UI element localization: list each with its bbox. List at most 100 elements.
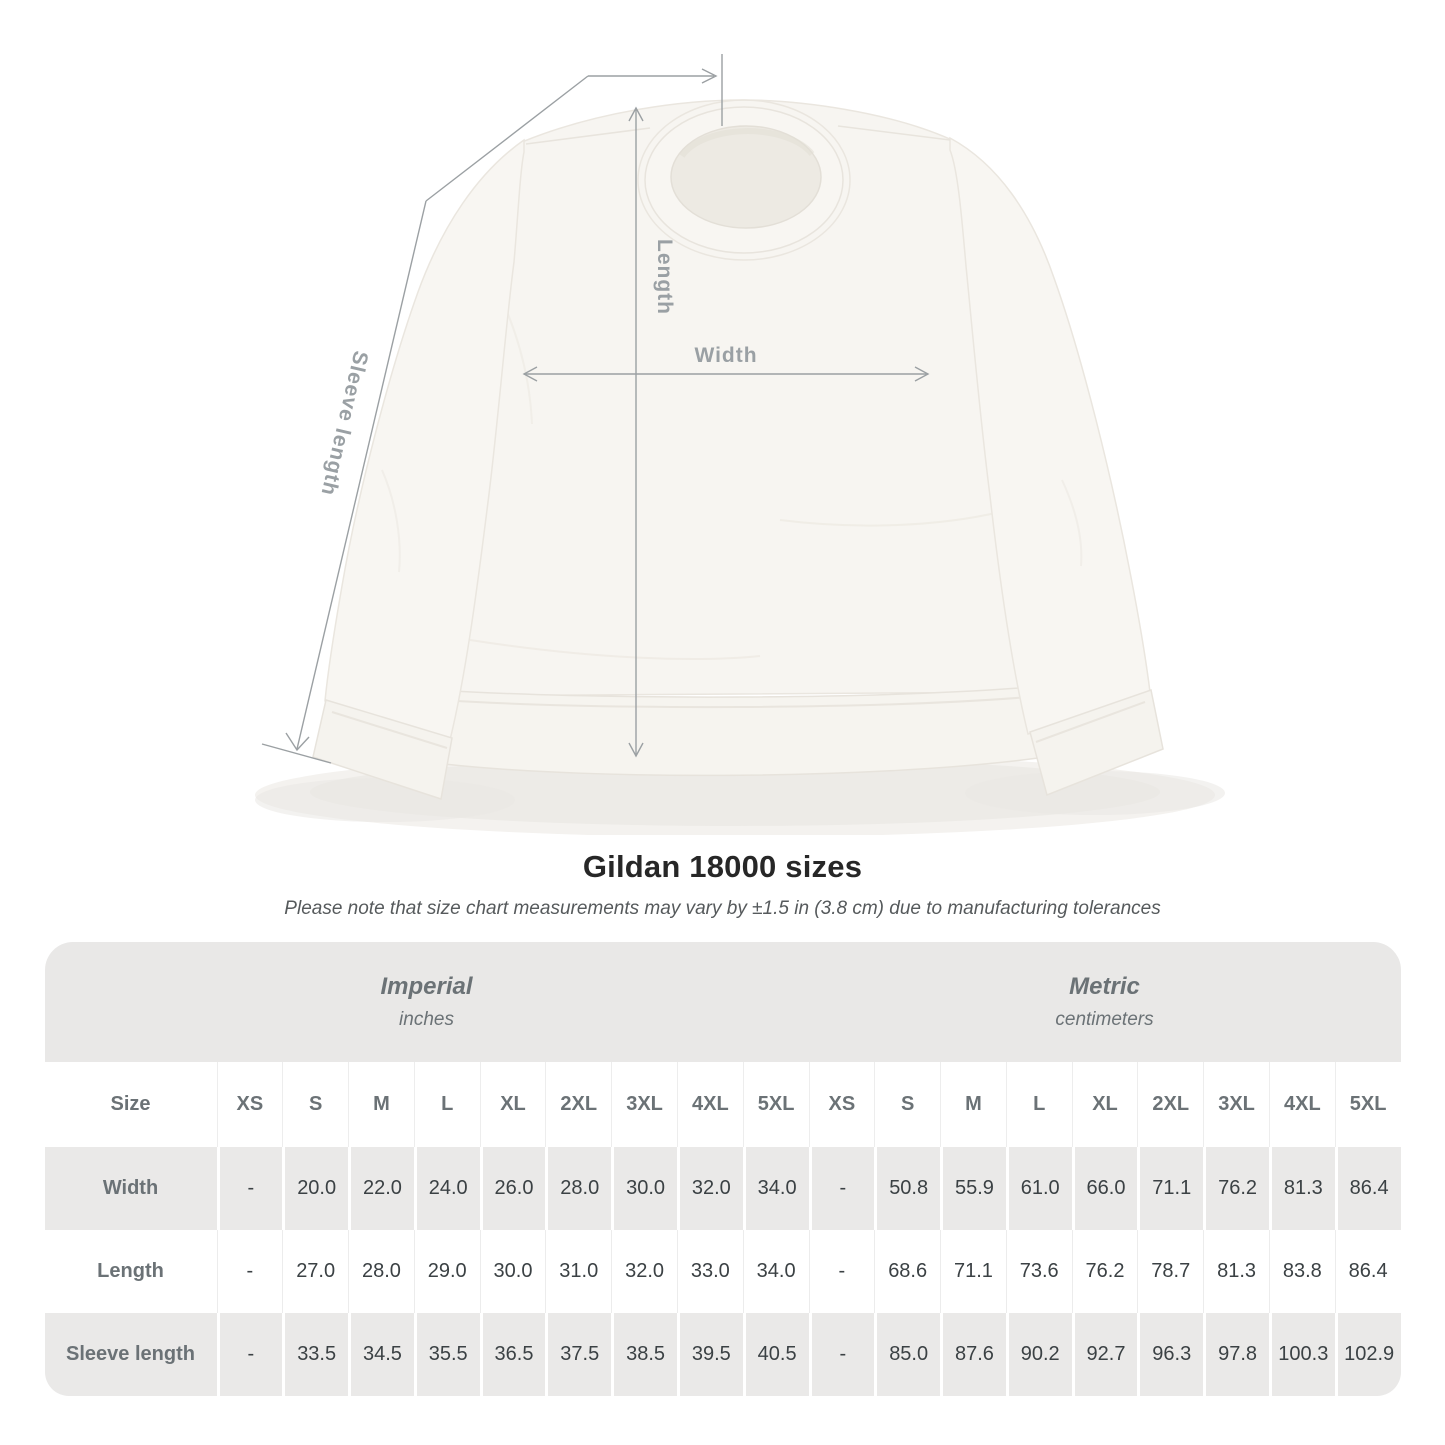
measurement-value-cell: 100.3 [1268,1313,1335,1396]
size-column-header: 5XL [1334,1062,1401,1147]
table-row: Length -27.0 28.0 29.0 30.0 31.0 32.0 33.0 34.0-… [44,1230,1401,1313]
measurement-value-cell: - [216,1147,283,1230]
down-arrowhead-icon [285,732,310,752]
measurement-lines [261,54,930,764]
measurement-value-cell: 24.0 [413,1147,480,1230]
right-arrowhead-icon [914,366,930,382]
size-column-header: M [940,1062,1006,1147]
metric-title: Metric [1069,973,1140,1000]
measurement-value-cell: 38.5 [611,1313,677,1396]
left-cuff [312,699,453,800]
size-column-header: 5XL [742,1062,809,1147]
measurement-value-cell: 29.0 [413,1230,480,1313]
measurement-value-cell: 81.3 [1268,1147,1335,1230]
hem-band [435,685,1045,777]
left-arrowhead-icon [522,366,538,382]
measurement-value-cell: 76.2 [1071,1230,1138,1313]
size-column-header: S [282,1062,348,1147]
measurement-value-cell: 34.0 [742,1147,809,1230]
measurement-value-cell: 34.5 [348,1313,414,1396]
measurement-value-cell: 86.4 [1334,1147,1401,1230]
table-header-band: Imperial inches Metric centimeters [44,942,1401,1062]
crew-collar [525,99,951,261]
measurement-value-cell: 30.0 [479,1230,546,1313]
measurement-value-cell: 20.0 [282,1147,349,1230]
measurement-value-cell: 39.5 [676,1313,743,1396]
measurement-value-cell: 31.0 [545,1230,612,1313]
measurement-value-cell: 28.0 [545,1147,612,1230]
left-sleeve [312,138,525,800]
measurement-value-cell: 22.0 [348,1147,414,1230]
sleeve-length-line [261,200,427,764]
measurement-value-cell: 71.1 [940,1230,1006,1313]
sweatshirt-diagram: Width Length Sleeve length [255,54,1225,835]
size-column-header: XL [1071,1062,1138,1147]
metric-header: Metric centimeters [809,942,1401,1062]
measurement-value-cell: 37.5 [545,1313,612,1396]
size-column-header: S [874,1062,940,1147]
measurement-value-cell: - [216,1230,283,1313]
row-label: Width [44,1147,217,1230]
measurement-value-cell: 33.5 [282,1313,349,1396]
measurement-value-cell: - [216,1313,283,1396]
size-header-row: Size XS S M L XL 2XL 3XL 4XL 5XL XS S M L XL 2XL 3XL 4XL… [44,1062,1401,1147]
row-label: Length [44,1230,217,1313]
length-line [628,106,644,758]
imperial-header: Imperial inches [45,942,809,1062]
sleeve-length-dimension-label: Sleeve length [316,349,372,499]
measurement-value-cell: - [808,1147,875,1230]
measurement-value-cell: 36.5 [479,1313,546,1396]
imperial-unit: inches [399,1009,454,1030]
measurement-value-cell: 30.0 [611,1147,677,1230]
page-title: Gildan 18000 sizes [582,849,863,884]
measurement-value-cell: 55.9 [940,1147,1006,1230]
product-measurement-figure: Width Length Sleeve length [255,54,1225,835]
measurement-value-cell: 96.3 [1137,1313,1204,1396]
measurement-value-cell: 68.6 [874,1230,941,1313]
length-dimension-label: Length [653,239,676,315]
right-sleeve [949,136,1164,797]
measurement-value-cell: 71.1 [1137,1147,1204,1230]
measurement-value-cell: 92.7 [1071,1313,1138,1396]
table-row: Sleeve length -33.5 34.5 35.5 36.5 37.5 38.5 39… [44,1313,1401,1396]
diagonal-reference-line [425,75,589,202]
measurement-value-cell: 28.0 [348,1230,414,1313]
measurement-value-cell: 26.0 [479,1147,546,1230]
right-arrowhead-icon [701,68,718,84]
right-cuff [1029,689,1164,797]
imperial-title: Imperial [380,973,473,1000]
measurement-value-cell: 81.3 [1203,1230,1269,1313]
measurement-value-cell: 97.8 [1203,1313,1269,1396]
measurement-value-cell: 76.2 [1203,1147,1269,1230]
size-column-header: L [413,1062,480,1147]
size-column-header: L [1005,1062,1072,1147]
width-line [522,366,930,382]
up-arrowhead-icon [628,106,644,122]
size-column-header: XS [808,1062,875,1147]
measurement-value-cell: 32.0 [676,1147,743,1230]
size-column-header: M [348,1062,414,1147]
width-dimension-label: Width [694,344,757,367]
size-column-header: 3XL [611,1062,677,1147]
measurement-value-cell: 85.0 [874,1313,941,1396]
measurement-value-cell: 86.4 [1334,1230,1401,1313]
table-row: Width -20.0 22.0 24.0 26.0 28.0 30.0 32.0 34.0-5… [44,1147,1401,1230]
measurement-value-cell: 90.2 [1005,1313,1072,1396]
measurement-value-cell: 87.6 [940,1313,1006,1396]
measurement-value-cell: 50.8 [874,1147,941,1230]
row-label: Sleeve length [44,1313,217,1396]
measurement-value-cell: 32.0 [611,1230,677,1313]
sleeve-end-tick [261,743,332,764]
size-column-header: 2XL [545,1062,611,1147]
sweatshirt-body [431,99,1049,777]
measurement-value-cell: - [808,1313,875,1396]
size-chart-table: Imperial inches Metric centimeters Size … [44,942,1401,1396]
shoulder-reference-line [425,54,723,202]
measurement-value-cell: 33.0 [676,1230,743,1313]
measurement-value-cell: 83.8 [1268,1230,1335,1313]
measurement-value-cell: 34.0 [742,1230,809,1313]
measurement-value-cell: 102.9 [1334,1313,1401,1396]
size-column-header: 4XL [1268,1062,1335,1147]
tolerance-note: Please note that size chart measurements… [284,898,1161,919]
